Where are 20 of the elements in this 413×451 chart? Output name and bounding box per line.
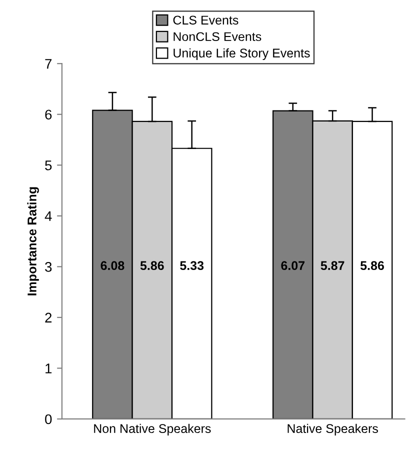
data-label: 5.87: [320, 261, 344, 270]
data-label: 5.86: [360, 261, 384, 270]
legend-label: Unique Life Story Events: [174, 48, 310, 60]
legend-label: CLS Events: [173, 16, 238, 25]
y-tick-label: 7: [45, 59, 52, 69]
y-tick-label: 3: [45, 262, 52, 272]
y-tick-label: 4: [44, 211, 52, 221]
x-tick-label: Non Native Speakers: [94, 424, 211, 436]
y-tick-label: 1: [46, 364, 52, 374]
x-tick-label: Native Speakers: [288, 424, 378, 436]
y-tick-label: 6: [45, 110, 52, 120]
legend-label: NonCLS Events: [174, 32, 262, 42]
data-label: 5.33: [180, 261, 204, 270]
data-label: 6.08: [100, 261, 124, 270]
y-tick-label: 2: [45, 312, 52, 322]
y-tick-label: 0: [45, 414, 52, 424]
y-axis-title: Importance Rating: [27, 187, 39, 296]
data-label: 6.07: [281, 261, 304, 270]
data-label: 5.86: [140, 261, 164, 270]
y-tick-label: 5: [45, 160, 52, 170]
